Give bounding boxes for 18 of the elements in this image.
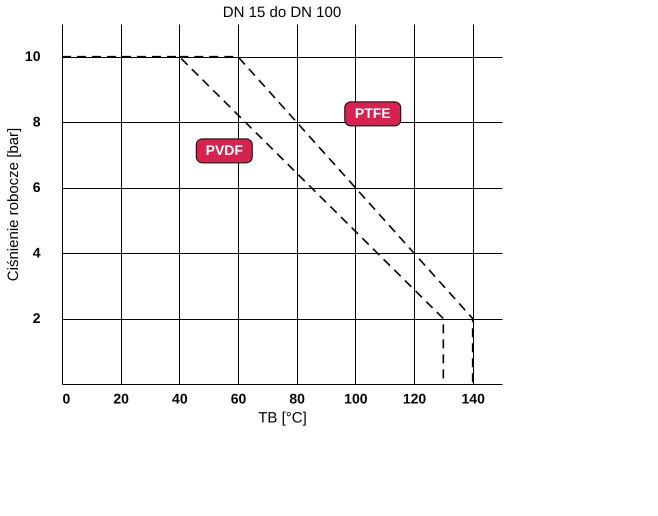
- text: PTFE: [354, 104, 391, 121]
- y-axis-title: Ciśnienie robocze [bar]: [4, 128, 22, 282]
- x-tick-label: 100: [344, 390, 368, 406]
- x-axis-title: TB [°C]: [258, 410, 307, 426]
- x-tick-label: 60: [230, 390, 246, 406]
- x-tick-label: 140: [461, 390, 486, 406]
- x-tick-label: 120: [402, 390, 426, 406]
- x-tick-label: 40: [172, 390, 188, 406]
- y-tick-label: 10: [24, 48, 41, 64]
- x-tick-label: 0: [62, 390, 70, 406]
- y-tick-label: 8: [32, 114, 41, 130]
- x-tick-label: 20: [113, 390, 130, 406]
- y-tick-label: 2: [32, 310, 41, 326]
- x-tick-label: 80: [289, 390, 306, 406]
- chart-title: DN 15 do DN 100: [222, 4, 342, 21]
- y-tick-label: 6: [32, 179, 41, 196]
- y-tick-label: 4: [32, 244, 41, 261]
- series-label: PVDF: [206, 142, 244, 158]
